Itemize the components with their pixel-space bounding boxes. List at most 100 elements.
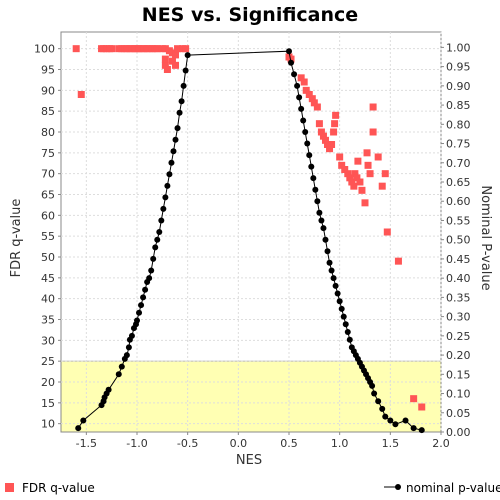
pvalue-point <box>154 236 161 243</box>
y-tick-label: 60 <box>41 209 55 222</box>
pvalue-point <box>125 344 132 351</box>
pvalue-point <box>296 94 303 101</box>
pvalue-point <box>168 159 175 166</box>
fdr-point <box>363 149 371 157</box>
pvalue-point <box>286 48 292 55</box>
series-layer <box>72 45 426 434</box>
pvalue-point <box>138 302 145 309</box>
pvalue-point <box>162 194 169 201</box>
pvalue-point <box>294 82 301 89</box>
fdr-point <box>348 178 356 186</box>
x-tick-label: -0.5 <box>177 437 198 450</box>
fdr-point <box>369 103 377 111</box>
pvalue-point <box>302 129 309 135</box>
pvalue-point <box>344 329 351 335</box>
pvalue-point <box>182 67 189 74</box>
fdr-point <box>302 86 310 94</box>
pvalue-point <box>324 248 331 255</box>
pvalue-point <box>80 417 87 424</box>
pvalue-point <box>336 298 343 305</box>
pvalue-point <box>172 136 179 143</box>
y2-tick-label: 0.15 <box>446 368 471 381</box>
pvalue-point <box>318 217 325 224</box>
y-tick-label: 75 <box>41 147 55 160</box>
fdr-point <box>353 174 361 182</box>
fdr-point <box>308 95 316 103</box>
y2-tick-label: 0.00 <box>446 426 471 439</box>
pvalue-point <box>184 52 191 59</box>
y-tick-label: 70 <box>41 168 55 181</box>
fdr-point <box>354 157 362 165</box>
fdr-point <box>182 45 190 53</box>
pvalue-point <box>340 313 347 320</box>
pvalue-point <box>410 425 417 432</box>
pvalue-point <box>320 225 327 232</box>
legend-pvalue-label: nominal p-value <box>406 481 500 495</box>
fdr-point <box>161 61 169 69</box>
y2-tick-label: 0.45 <box>446 253 471 266</box>
pvalue-point <box>300 117 307 124</box>
pvalue-point <box>156 229 163 235</box>
y2-tick-label: 0.65 <box>446 176 471 189</box>
x-tick-label: 2.0 <box>432 437 450 450</box>
y-tick-label: 25 <box>41 355 55 368</box>
pvalue-point <box>308 163 315 170</box>
y-tick-label: 90 <box>41 84 55 97</box>
y-tick-label: 85 <box>41 105 55 118</box>
fdr-point <box>172 61 180 69</box>
chart-legend: FDR q-value nominal p-value <box>5 481 500 495</box>
pvalue-point <box>150 255 157 262</box>
x-axis-ticks: -1.5 -1.0 -0.5 0.0 0.5 1.0 1.5 2.0 <box>76 432 450 450</box>
fdr-point <box>374 153 382 161</box>
pvalue-point <box>166 171 173 178</box>
pvalue-point <box>338 305 345 312</box>
fdr-point <box>300 78 308 86</box>
pvalue-point <box>322 236 329 243</box>
fdr-point <box>356 178 364 186</box>
y2-tick-label: 0.90 <box>446 80 471 93</box>
fdr-point <box>328 141 336 148</box>
y2-axis-ticks: 0.00 0.05 0.10 0.15 0.20 0.25 0.30 0.35 0.40 0.45… <box>441 41 471 439</box>
fdr-point <box>317 128 325 136</box>
fdr-point <box>310 99 318 107</box>
fdr-point <box>161 55 169 63</box>
fdr-point <box>383 228 391 236</box>
y2-tick-label: 0.50 <box>446 234 471 247</box>
y2-tick-label: 0.30 <box>446 311 471 324</box>
pvalue-point <box>134 317 140 324</box>
fdr-point <box>341 166 349 173</box>
y2-tick-label: 0.35 <box>446 291 471 304</box>
pvalue-point <box>298 105 305 112</box>
pvalue-point <box>369 382 376 389</box>
x-tick-label: -1.0 <box>126 437 147 450</box>
pvalue-point <box>118 363 125 370</box>
y-tick-label: 30 <box>41 334 55 347</box>
pvalue-point <box>142 286 149 293</box>
fdr-point <box>324 141 332 148</box>
y-tick-label: 80 <box>41 126 55 139</box>
y-axis-ticks: 10 15 20 25 30 35 40 45 50 55 60 65 70 75 80 85 90 95 100 <box>34 43 61 431</box>
pvalue-point <box>158 217 165 224</box>
pvalue-point <box>334 290 341 297</box>
x-tick-label: 1.0 <box>331 437 349 450</box>
pvalue-point <box>342 321 349 328</box>
fdr-point <box>336 153 344 161</box>
y-tick-label: 35 <box>41 314 55 327</box>
pvalue-point <box>312 186 319 193</box>
fdr-point <box>313 103 321 111</box>
fdr-point <box>174 45 182 53</box>
fdr-point <box>326 145 334 153</box>
fdr-point <box>338 161 346 169</box>
pvalue-point <box>332 282 339 289</box>
fdr-point <box>172 51 180 59</box>
fdr-point <box>366 170 374 178</box>
y2-axis-label: Nominal P-value <box>478 185 493 290</box>
pvalue-point <box>326 259 333 266</box>
legend-fdr-swatch <box>5 483 14 492</box>
fdr-point <box>358 186 366 194</box>
x-tick-label: 0.5 <box>280 437 298 450</box>
pvalue-point <box>291 71 298 78</box>
x-tick-label: -1.5 <box>76 437 97 450</box>
pvalue-point <box>75 425 82 432</box>
